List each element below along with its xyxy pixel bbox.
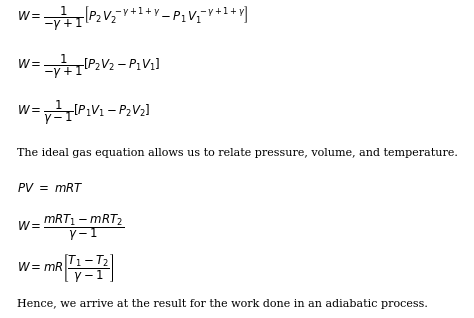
Text: $PV \ =\ mRT$: $PV \ =\ mRT$ <box>17 182 83 195</box>
Text: $W = \dfrac{mRT_1 - mRT_2}{\gamma-1}$: $W = \dfrac{mRT_1 - mRT_2}{\gamma-1}$ <box>17 212 124 243</box>
Text: $W = mR\left[\dfrac{T_1 - T_2}{\gamma-1}\right]$: $W = mR\left[\dfrac{T_1 - T_2}{\gamma-1}… <box>17 252 114 284</box>
Text: The ideal gas equation allows us to relate pressure, volume, and temperature.: The ideal gas equation allows us to rela… <box>17 148 457 158</box>
Text: $W = \dfrac{1}{-\gamma+1}\left[P_2\,V_2^{\,-\gamma+1+\gamma} - P_1\,V_1^{\,-\gam: $W = \dfrac{1}{-\gamma+1}\left[P_2\,V_2^… <box>17 4 248 33</box>
Text: Hence, we arrive at the result for the work done in an adiabatic process.: Hence, we arrive at the result for the w… <box>17 299 428 309</box>
Text: $W = \dfrac{1}{\gamma-1}\left[P_1V_1 - P_2V_2\right]$: $W = \dfrac{1}{\gamma-1}\left[P_1V_1 - P… <box>17 98 150 127</box>
Text: $W = \dfrac{1}{-\gamma+1}\left[P_2V_2 - P_1V_1\right]$: $W = \dfrac{1}{-\gamma+1}\left[P_2V_2 - … <box>17 53 160 81</box>
